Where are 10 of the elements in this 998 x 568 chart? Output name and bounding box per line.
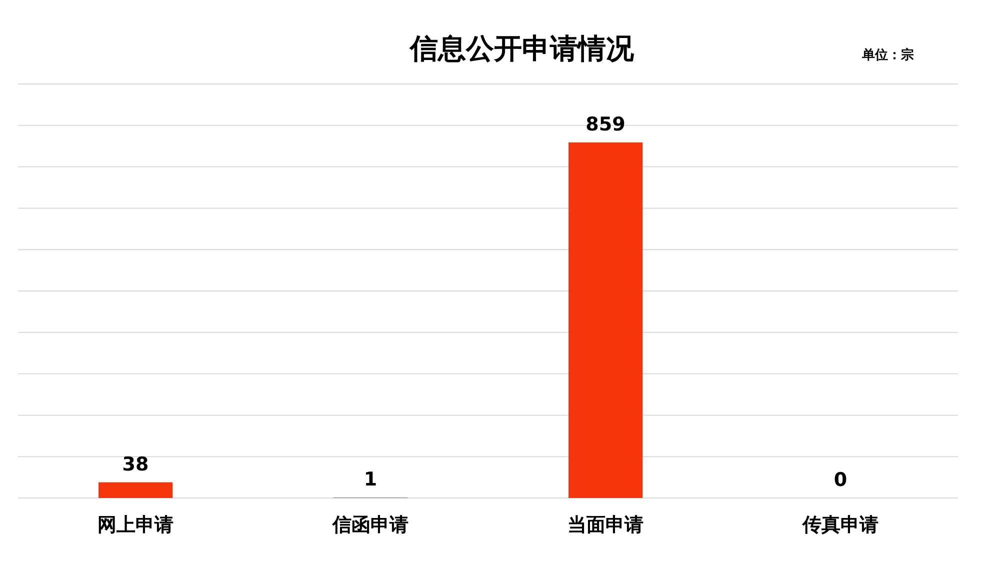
x-tick-label: 传真申请: [802, 514, 878, 536]
chart-title: 信息公开申请情况: [409, 32, 635, 65]
data-label: 859: [586, 113, 626, 136]
data-label: 38: [122, 453, 149, 476]
data-label: 0: [834, 469, 848, 491]
text: 单位：宗: [861, 47, 914, 63]
x-tick-label: 信函申请: [332, 514, 408, 536]
x-tick-label: 网上申请: [98, 514, 174, 536]
x-tick-label: 当面申请: [568, 514, 644, 536]
data-label: 1: [364, 468, 378, 491]
